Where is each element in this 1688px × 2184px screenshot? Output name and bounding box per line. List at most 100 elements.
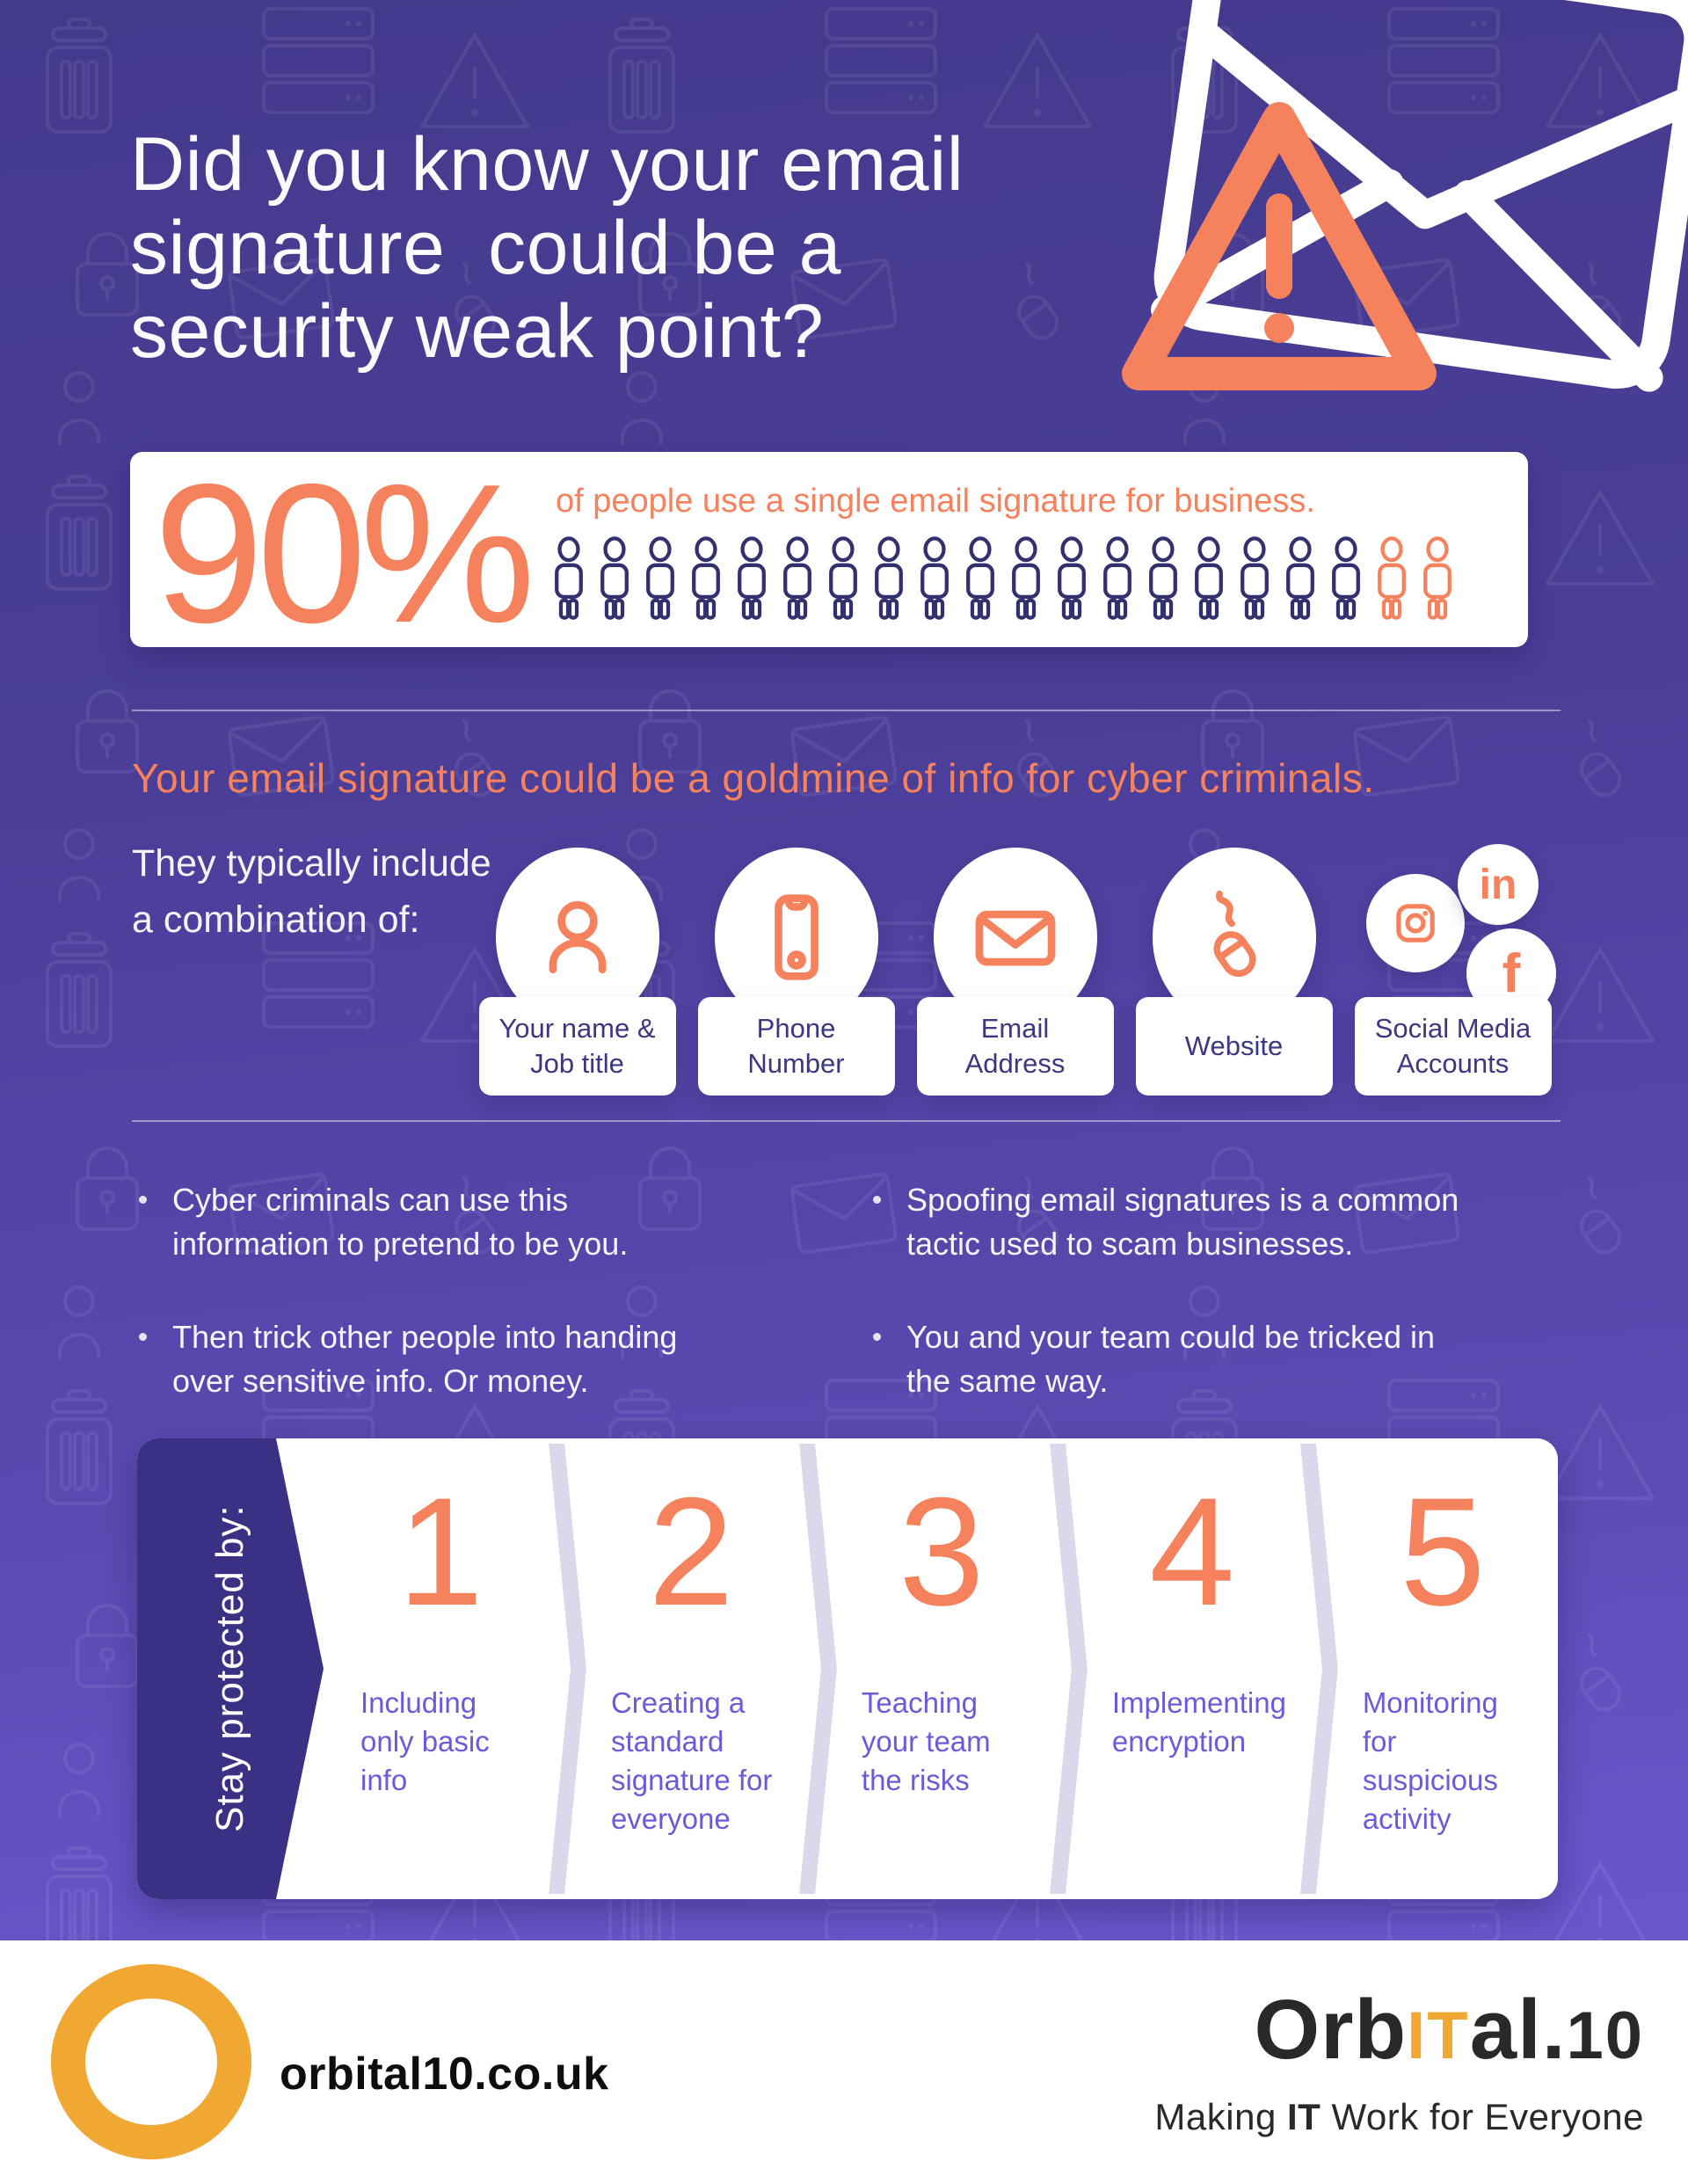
- tagline-post: Work for Everyone: [1321, 2096, 1644, 2137]
- person-pictogram-icon: [1286, 535, 1314, 620]
- person-pictogram-icon: [783, 535, 811, 620]
- wordmark-prefix: Orb: [1254, 1983, 1408, 2077]
- person-pictogram-icon: [1012, 535, 1040, 620]
- info-label-line: Accounts: [1396, 1048, 1510, 1079]
- risk-bullet: Cyber criminals can use this information…: [132, 1178, 730, 1266]
- person-pictogram-icon: [1423, 535, 1452, 620]
- info-label-line: Phone: [756, 1013, 836, 1044]
- person-pictogram-icon: [875, 535, 903, 620]
- protection-step: 4 Implementing encryption: [1089, 1438, 1299, 1899]
- info-label: Social Media Accounts: [1354, 997, 1552, 1096]
- include-item: Website: [1124, 837, 1343, 1096]
- person-icon: [549, 900, 606, 974]
- step-description: Including only basic info: [360, 1686, 490, 1796]
- stay-protected-label: Stay protected by:: [208, 1504, 251, 1833]
- person-pictogram-icon: [1378, 535, 1406, 620]
- wordmark-suffix-number: 10: [1566, 1998, 1644, 2073]
- email-warning-illustration: [1122, 0, 1688, 392]
- person-pictogram-icon: [1149, 535, 1177, 620]
- risk-bullet: You and your team could be tricked in th…: [866, 1315, 1481, 1403]
- person-pictogram-icon: [1058, 535, 1086, 620]
- goldmine-headline: Your email signature could be a goldmine…: [132, 755, 1375, 801]
- brand-tagline: Making IT Work for Everyone: [1154, 2096, 1644, 2138]
- risk-bullet: Then trick other people into handing ove…: [132, 1315, 730, 1403]
- tagline-pre: Making: [1154, 2096, 1287, 2137]
- footer: orbital10.co.uk OrbITal.10 Making IT Wor…: [0, 1940, 1688, 2184]
- include-item: Phone Number: [687, 837, 906, 1096]
- info-label: Your name & Job title: [478, 997, 676, 1096]
- step-number: 5: [1400, 1467, 1486, 1638]
- linkedin-icon: in: [1458, 844, 1539, 925]
- protection-step: 3 Teaching your team the risks: [839, 1438, 1048, 1899]
- info-label-line: Job title: [530, 1048, 624, 1079]
- step-number: 2: [648, 1467, 734, 1638]
- orbital10-wordmark: OrbITal.10: [1154, 1986, 1644, 2080]
- step-description: Implementing encryption: [1111, 1686, 1286, 1758]
- protection-step: 2 Creating a standard signature for every…: [588, 1438, 797, 1899]
- tagline-it: IT: [1286, 2096, 1321, 2137]
- person-pictogram-icon: [600, 535, 629, 620]
- risk-bullets-left: Cyber criminals can use this information…: [132, 1178, 730, 1452]
- include-item: Your name & Job title: [468, 837, 687, 1096]
- orbital-ring-logo: [51, 1964, 251, 2159]
- website-url: orbital10.co.uk: [280, 2049, 609, 2100]
- stay-protected-box: Stay protected by: 1 Including only basic…: [137, 1438, 1558, 1899]
- include-item: in f Social Media Accounts: [1343, 837, 1562, 1096]
- title-line: signature could be a: [130, 206, 841, 290]
- stat-detail: of people use a single email signature f…: [552, 479, 1528, 621]
- step-description: Teaching your team the risks: [861, 1686, 991, 1796]
- stay-protected-panel: Stay protected by:: [137, 1438, 324, 1899]
- info-label: Phone Number: [697, 997, 895, 1096]
- chevron-divider: [799, 1444, 837, 1894]
- mail-icon: [975, 910, 1055, 966]
- person-pictogram-icon: [1241, 535, 1269, 620]
- person-pictogram-icon: [1195, 535, 1223, 620]
- protection-steps: 1 Including only basic info 2 Creating a st…: [338, 1438, 1549, 1899]
- person-pictogram-icon: [966, 535, 994, 620]
- info-label-line: Website: [1184, 1030, 1284, 1061]
- info-label-line: Email: [980, 1013, 1050, 1044]
- chevron-divider: [549, 1444, 586, 1894]
- info-label-line: Your name &: [498, 1013, 656, 1044]
- phone-icon: [774, 894, 819, 980]
- step-number: 1: [397, 1467, 484, 1638]
- person-pictogram-icon: [738, 535, 766, 620]
- instagram-icon: [1366, 874, 1465, 972]
- person-pictogram-icon: [692, 535, 720, 620]
- signature-info-items: Your name & Job title Phone Number Email Addr…: [468, 837, 1562, 1096]
- page-title: Did you know your email signature could …: [130, 123, 964, 374]
- chevron-divider: [1050, 1444, 1088, 1894]
- person-pictogram-icon: [920, 535, 949, 620]
- risk-bullets-right: Spoofing email signatures is a common ta…: [866, 1178, 1481, 1452]
- stat-percent: 90%: [153, 442, 535, 664]
- step-description: Creating a standard signature for everyo…: [610, 1686, 773, 1835]
- wordmark-it-highlight: IT: [1407, 1998, 1470, 2073]
- step-number: 4: [1149, 1467, 1235, 1638]
- include-intro: They typically include a combination of:: [132, 842, 491, 941]
- person-pictogram-icon: [829, 535, 857, 620]
- wordmark-suffix: al.: [1469, 1983, 1567, 2077]
- mouse-icon: [1213, 890, 1256, 977]
- info-label-line: Address: [964, 1048, 1066, 1079]
- brand-block: OrbITal.10 Making IT Work for Everyone: [1154, 1986, 1644, 2138]
- info-label-line: Social Media: [1374, 1013, 1532, 1044]
- info-label: Email Address: [916, 997, 1114, 1096]
- info-label-line: Number: [747, 1048, 845, 1079]
- people-pictogram: [552, 535, 1493, 621]
- section-divider: [132, 1120, 1561, 1122]
- chevron-divider: [1300, 1444, 1338, 1894]
- info-label: Website: [1135, 997, 1333, 1096]
- risk-bullet: Spoofing email signatures is a common ta…: [866, 1178, 1481, 1266]
- person-pictogram-icon: [646, 535, 674, 620]
- section-divider: [132, 710, 1561, 711]
- title-line: security weak point?: [130, 289, 825, 374]
- person-pictogram-icon: [1332, 535, 1360, 620]
- warning-triangle-icon: [1122, 102, 1437, 390]
- title-line: Did you know your email: [130, 122, 964, 207]
- step-description: Monitoring for suspicious activity: [1362, 1686, 1498, 1835]
- include-item: Email Address: [906, 837, 1124, 1096]
- person-pictogram-icon: [555, 535, 583, 620]
- stat-caption: of people use a single email signature f…: [556, 482, 1315, 520]
- protection-step: 5 Monitoring for suspicious activity: [1340, 1438, 1549, 1899]
